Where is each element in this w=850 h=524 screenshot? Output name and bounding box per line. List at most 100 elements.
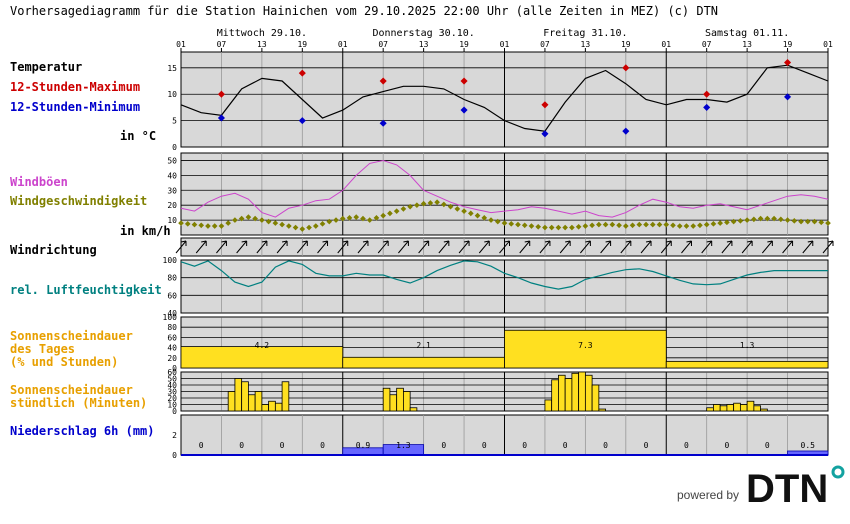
wind-point xyxy=(548,224,555,231)
wind-point xyxy=(218,223,225,229)
tmax-point xyxy=(784,59,792,67)
sun-hour-bar xyxy=(746,400,755,412)
arrow-head xyxy=(585,240,591,246)
hour-tick-label: 01 xyxy=(500,40,510,49)
wind-direction-arrow-icon xyxy=(539,240,551,254)
arrow-head xyxy=(362,240,369,246)
sun-day-bar xyxy=(504,329,667,369)
wind-point xyxy=(393,208,400,214)
tmax-point xyxy=(379,77,387,85)
arrow-head xyxy=(565,240,571,246)
day-label: Donnerstag 30.10. xyxy=(372,28,474,39)
wind-direction-arrow-icon xyxy=(721,240,733,254)
wind-point xyxy=(407,203,413,210)
wind-point xyxy=(346,215,353,221)
wind-point xyxy=(205,223,211,229)
wind-point xyxy=(387,210,393,217)
precip-label: 0 xyxy=(441,441,446,450)
data-layer xyxy=(175,59,834,456)
arrow-shaft xyxy=(640,240,652,254)
sun-day-hours: 1.3 xyxy=(740,341,755,350)
wind-point xyxy=(178,220,184,226)
wind-direction-arrow-icon xyxy=(236,240,248,254)
wind-point xyxy=(811,218,818,225)
wind-direction-arrow-icon xyxy=(519,240,531,254)
arrow-head xyxy=(180,240,187,246)
shour-ytick: 60 xyxy=(167,368,177,377)
arrow-shaft xyxy=(296,240,308,254)
arrow-shaft xyxy=(216,240,227,254)
temp-ytick: 10 xyxy=(167,90,177,99)
precip-label: 0 xyxy=(765,441,770,450)
wind-point xyxy=(622,223,629,229)
arrow-shaft xyxy=(337,240,349,254)
tmin-point xyxy=(703,103,711,111)
wind-point xyxy=(616,222,622,229)
sday-ytick: 60 xyxy=(167,333,177,342)
wind-label: Windgeschwindigkeit xyxy=(10,194,148,208)
wind-direction-arrow-icon xyxy=(761,240,773,254)
wind-point xyxy=(467,210,474,217)
wind-point xyxy=(636,221,643,228)
arrow-shaft xyxy=(458,240,470,254)
tmin-point xyxy=(622,127,630,135)
wind-point xyxy=(447,203,454,210)
wind-point xyxy=(245,214,252,220)
arrow-shaft xyxy=(600,240,611,254)
day-label: Freitag 31.10. xyxy=(543,28,627,39)
arrow-shaft xyxy=(701,240,713,254)
sun-hour-bar xyxy=(598,408,606,412)
wind-point xyxy=(380,212,387,219)
tmin-point xyxy=(784,93,792,101)
wind-point xyxy=(703,221,710,228)
arrow-head xyxy=(423,240,430,246)
sun-hour-bar xyxy=(558,374,566,412)
page-title: Vorhersagediagramm für die Station Haini… xyxy=(10,4,719,18)
arrow-head xyxy=(443,240,450,246)
wind-point xyxy=(272,220,279,226)
hour-tick-label: 19 xyxy=(783,40,793,49)
hum-ytick: 80 xyxy=(167,274,177,283)
wind-direction-arrow-icon xyxy=(175,240,187,254)
wind-point xyxy=(461,208,467,214)
sun-hour-bar xyxy=(733,402,741,412)
temperature-label: Temperatur xyxy=(10,60,83,74)
wind-direction-arrow-icon xyxy=(398,240,409,254)
wind-point xyxy=(259,217,265,223)
temperature-line xyxy=(180,64,829,132)
sun-hour-bar xyxy=(719,405,728,412)
wind-direction-arrow-icon xyxy=(317,240,329,254)
tmax-point xyxy=(460,77,468,85)
wind-point xyxy=(757,215,764,222)
tmin-point xyxy=(217,114,225,122)
precip-ytick: 2 xyxy=(172,431,177,440)
arrow-shaft xyxy=(539,240,551,254)
precip-label: 0 xyxy=(239,441,244,450)
sun-hour-bar xyxy=(591,384,600,412)
arrow-shaft xyxy=(276,240,288,254)
sun-hour-bar xyxy=(578,371,586,412)
hour-tick-label: 07 xyxy=(702,40,712,49)
arrow-head xyxy=(767,240,773,246)
temp-ytick: 0 xyxy=(172,143,177,152)
wind-point xyxy=(319,220,326,227)
wind-direction-arrow-icon xyxy=(822,240,834,254)
arrow-shaft xyxy=(256,240,268,254)
temp-unit-label: in °C xyxy=(120,129,157,143)
wind-point xyxy=(582,223,589,229)
hour-tick-label: 07 xyxy=(217,40,227,49)
sday-ytick: 80 xyxy=(167,323,177,332)
arrow-head xyxy=(666,240,672,246)
arrow-head xyxy=(463,240,470,246)
gust-label: Windböen xyxy=(10,175,68,189)
sday-ytick: 40 xyxy=(167,344,177,353)
day-label: Samstag 01.11. xyxy=(705,28,789,39)
wind-direction-arrow-icon xyxy=(357,240,369,254)
wind-direction-arrow-icon xyxy=(701,240,713,254)
hour-tick-label: 01 xyxy=(823,40,833,49)
wind-point xyxy=(629,222,636,229)
precip-label: 1.3 xyxy=(396,441,411,450)
precip-label: 0 xyxy=(320,441,325,450)
sun-hour-bar xyxy=(564,378,573,412)
tmin-point xyxy=(541,130,549,138)
